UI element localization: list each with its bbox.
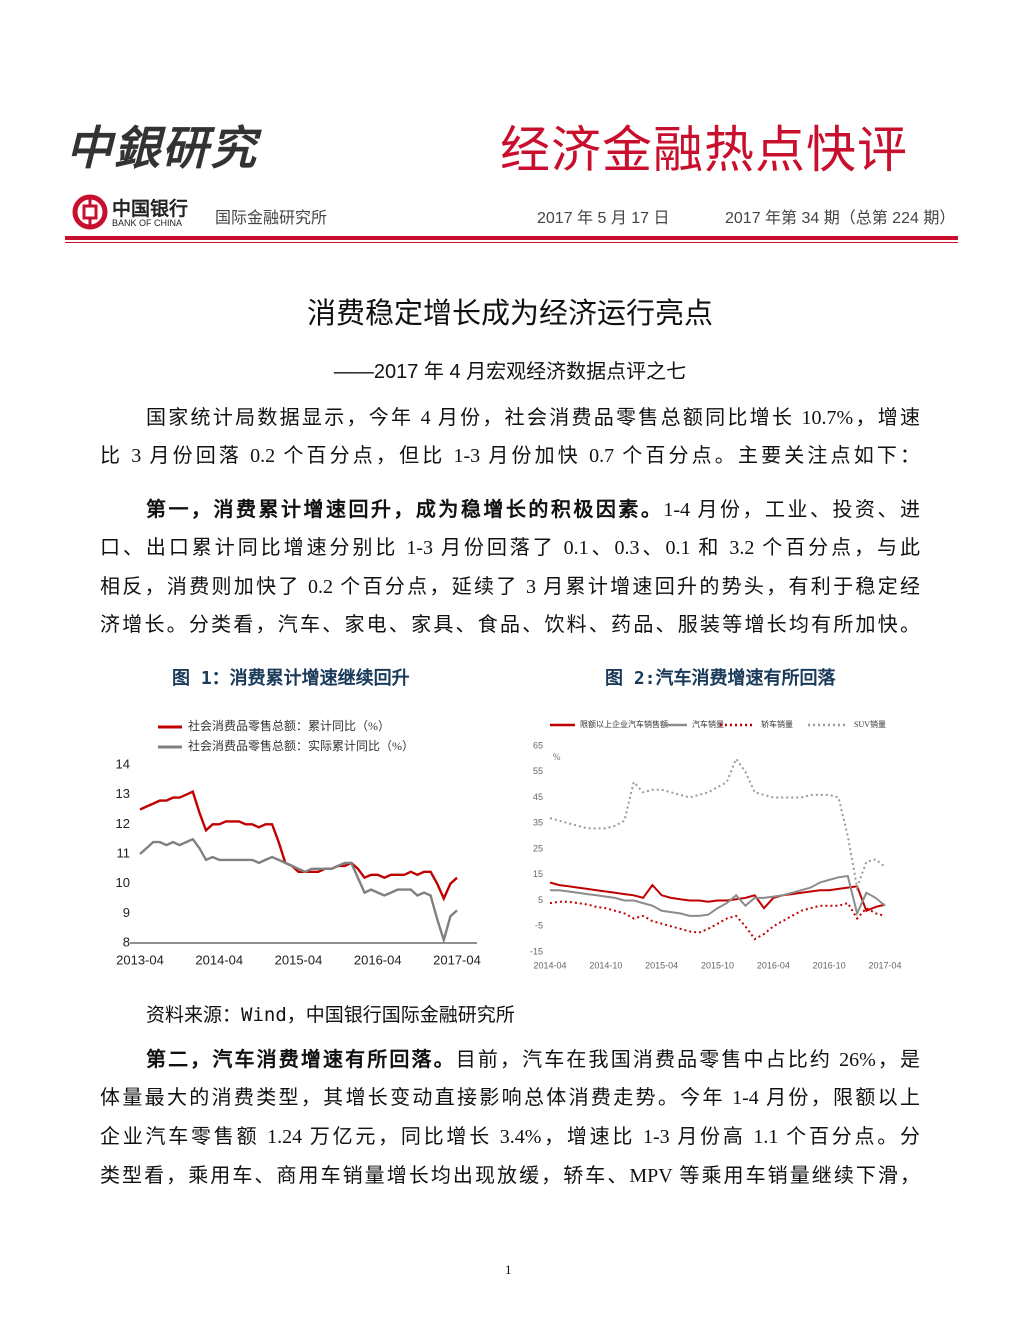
source: 资料来源：Wind，中国银行国际金融研究所: [146, 1004, 515, 1026]
y-tick-label: 10: [116, 875, 130, 890]
y-tick-label: 14: [116, 756, 130, 771]
x-tick-label: 2014-04: [195, 952, 243, 967]
x-tick-label: 2017-04: [433, 952, 481, 967]
header-rule: [65, 236, 958, 240]
text: 相反，消费则加快了 0.2 个百分点，延续了 3 月累计增速回升的势头，有利于稳…: [100, 576, 920, 598]
legend-label: SUV销量: [854, 719, 886, 729]
text-line: 类型看，乘用车、商用车销量增长均出现放缓，轿车、MPV 等乘用车销量继续下滑，: [100, 1157, 920, 1195]
brand: 中銀研究: [66, 123, 258, 174]
y-tick-label: 55: [533, 766, 543, 776]
x-tick-label: 2016-10: [813, 960, 846, 970]
x-tick-label: 2016-04: [354, 952, 402, 967]
chart: -15 -5 5 15 25 35 45 55 65 2014-04 2014-10 2015-04 2…: [530, 719, 902, 971]
bank-name-en: BANK OF CHINA: [112, 218, 183, 228]
lead-text: 第二，汽车消费增速有所回落。: [146, 1049, 456, 1071]
chart: 8 9 10 11 12 13 14 2013-04 2014-04 2015-04 2016-04…: [116, 718, 481, 968]
page-number: 1: [505, 1262, 512, 1277]
text: 体量最大的消费类型，其增长变动直接影响总体消费走势。今年 1-4 月份，限额以上: [100, 1087, 920, 1109]
y-tick-label: 65: [533, 740, 543, 750]
text-line: 比 3 月份回落 0.2 个百分点，但比 1-3 月份加快 0.7 个百分点。主…: [100, 437, 920, 475]
y-tick-label: 25: [533, 843, 543, 853]
bank-name-cn: 中国银行: [112, 199, 189, 220]
text-line: 企业汽车零售额 1.24 万亿元，同比增长 3.4%，增速比 1-3 月份高 1…: [100, 1118, 920, 1156]
text-line: 口、出口累计同比增速分别比 1-3 月份回落了 0.1、0.3、0.1 和 3.…: [100, 529, 920, 567]
issue: 2017 年第 34 期（总第 224 期）: [725, 210, 956, 227]
x-tick-label: 2015-04: [275, 952, 323, 967]
data-line: [139, 837, 458, 945]
y-tick-label: 15: [533, 869, 543, 879]
text-line: 国家统计局数据显示，今年 4 月份，社会消费品零售总额同比增长 10.7%，增速: [146, 399, 920, 437]
date: 2017 年 5 月 17 日: [537, 210, 670, 227]
y-tick-label: -15: [530, 946, 543, 956]
text-line: 相反，消费则加快了 0.2 个百分点，延续了 3 月累计增速回升的势头，有利于稳…: [100, 568, 920, 606]
data-line: [550, 874, 886, 917]
data-line: [549, 881, 886, 913]
data-line: [549, 756, 886, 892]
y-tick-label: 12: [116, 816, 130, 831]
x-tick-label: 2014-10: [589, 960, 622, 970]
text-line: 第二，汽车消费增速有所回落。目前，汽车在我国消费品零售中占比约 26%，是: [146, 1041, 920, 1079]
figure-caption: 图 2:汽车消费增速有所回落: [605, 668, 836, 689]
legend-label: 社会消费品零售总额：累计同比（%）: [188, 718, 390, 733]
text: 企业汽车零售额 1.24 万亿元，同比增长 3.4%，增速比 1-3 月份高 1…: [100, 1126, 920, 1148]
text-line: 体量最大的消费类型，其增长变动直接影响总体消费走势。今年 1-4 月份，限额以上: [100, 1079, 920, 1117]
text-line: 济增长。分类看，汽车、家电、家具、食品、饮料、药品、服装等增长均有所加快。: [100, 606, 920, 644]
figure-caption: 图 1：消费累计增速继续回升: [172, 668, 410, 689]
y-axis-label: %: [553, 752, 561, 762]
y-tick-label: 9: [123, 905, 130, 920]
x-tick-label: 2017-04: [868, 960, 901, 970]
text: 比 3 月份回落 0.2 个百分点，但比 1-3 月份加快 0.7 个百分点。主…: [100, 445, 920, 467]
x-tick-label: 2015-04: [645, 960, 678, 970]
x-tick-label: 2016-04: [757, 960, 790, 970]
data-line: [139, 790, 458, 902]
header-rule-thin: [65, 242, 958, 243]
institute: 国际金融研究所: [215, 210, 328, 227]
lead-text: 第一，消费累计增速回升，成为稳增长的积极因素。: [146, 499, 664, 521]
y-tick-label: 8: [123, 934, 130, 949]
text: 国家统计局数据显示，今年 4 月份，社会消费品零售总额同比增长 10.7%，增速: [146, 407, 920, 429]
y-tick-label: 45: [533, 792, 543, 802]
text: 类型看，乘用车、商用车销量增长均出现放缓，轿车、MPV 等乘用车销量继续下滑，: [100, 1165, 920, 1187]
data-line: [549, 900, 886, 941]
y-tick-label: 11: [117, 845, 131, 860]
legend-label: 限额以上企业汽车销售额: [580, 719, 668, 729]
y-tick-label: 35: [533, 818, 543, 828]
legend-label: 轿车销量: [761, 719, 793, 729]
text: 目前，汽车在我国消费品零售中占比约 26%，是: [455, 1049, 921, 1071]
text: 济增长。分类看，汽车、家电、家具、食品、饮料、药品、服装等增长均有所加快。: [100, 614, 920, 636]
x-tick-label: 2013-04: [116, 952, 164, 967]
text: 1-4 月份，工业、投资、进: [663, 499, 920, 521]
y-tick-label: 13: [116, 786, 130, 801]
text: 口、出口累计同比增速分别比 1-3 月份回落了 0.1、0.3、0.1 和 3.…: [100, 537, 920, 559]
subtitle: ——2017 年 4 月宏观经济数据点评之七: [333, 361, 687, 383]
y-tick-label: 5: [538, 895, 543, 905]
x-tick-label: 2014-04: [533, 960, 566, 970]
title: 消费稳定增长成为经济运行亮点: [306, 298, 713, 330]
report-series: 经济金融热点快评: [500, 122, 908, 178]
x-tick-label: 2015-10: [701, 960, 734, 970]
y-tick-label: -5: [535, 921, 543, 931]
text-line: 第一，消费累计增速回升，成为稳增长的积极因素。1-4 月份，工业、投资、进: [146, 491, 920, 529]
legend-label: 社会消费品零售总额：实际累计同比（%）: [188, 738, 414, 753]
bank-logo: [72, 194, 108, 230]
legend-label: 汽车销量: [692, 719, 724, 729]
